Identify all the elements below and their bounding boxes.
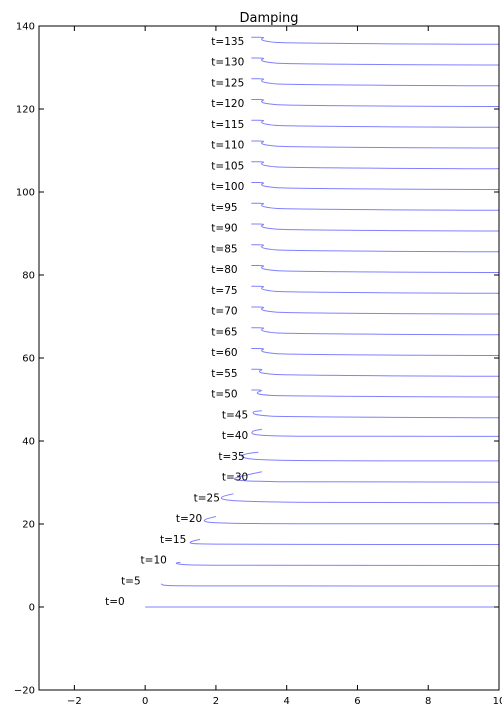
- series-label-t-110: t=110: [211, 140, 244, 152]
- series-line-t-135: [251, 36, 500, 45]
- x-tick-label: 6: [354, 696, 360, 704]
- series-label-t-10: t=10: [141, 555, 167, 567]
- series-label-t-30: t=30: [222, 472, 248, 484]
- series-label-t-100: t=100: [211, 181, 244, 193]
- series-line-t-80: [251, 265, 500, 273]
- y-tick-label: 0: [29, 603, 35, 614]
- series-label-t-15: t=15: [160, 534, 186, 546]
- series-label-t-0: t=0: [105, 596, 125, 608]
- series-line-t-35: [241, 451, 500, 462]
- series-line-t-45: [252, 410, 500, 419]
- series-line-t-55: [251, 368, 500, 377]
- series-label-t-80: t=80: [211, 264, 237, 276]
- series-label-t-40: t=40: [222, 430, 248, 442]
- series-line-t-95: [251, 202, 500, 211]
- y-tick-label: 20: [22, 520, 35, 531]
- series-line-t-20: [203, 516, 500, 525]
- series-line-t-100: [251, 182, 500, 190]
- series-line-t-50: [251, 389, 500, 398]
- series-label-t-50: t=50: [211, 389, 237, 401]
- series-label-t-75: t=75: [211, 285, 237, 297]
- y-tick-label: 80: [22, 271, 35, 282]
- series-line-t-90: [251, 223, 500, 232]
- series-label-t-60: t=60: [211, 347, 237, 359]
- series-line-t-40: [251, 428, 500, 437]
- series-line-t-15: [189, 538, 500, 545]
- series-line-t-60: [251, 348, 500, 356]
- series-line-t-10: [175, 561, 500, 566]
- series-line-t-25: [220, 493, 500, 504]
- series-label-t-65: t=65: [211, 326, 237, 338]
- series-label-t-105: t=105: [211, 160, 244, 172]
- series-label-t-115: t=115: [211, 119, 244, 131]
- x-tick-label: −2: [67, 696, 82, 704]
- series-line-t-30: [233, 471, 500, 483]
- series-label-t-90: t=90: [211, 223, 237, 235]
- series-label-t-55: t=55: [211, 368, 237, 380]
- series-label-t-85: t=85: [211, 243, 237, 255]
- series-line-t-5: [160, 583, 500, 587]
- series-line-t-115: [251, 119, 500, 128]
- x-tick-label: 4: [284, 696, 290, 704]
- series-line-t-125: [251, 78, 500, 87]
- y-tick-label: 40: [22, 437, 35, 448]
- y-tick-label: −20: [14, 686, 35, 697]
- series-label-t-125: t=125: [211, 77, 244, 89]
- series-line-t-130: [251, 57, 500, 66]
- y-tick-label: 120: [16, 105, 35, 116]
- series-label-t-70: t=70: [211, 306, 237, 318]
- series-label-t-120: t=120: [211, 98, 244, 110]
- series-label-t-5: t=5: [121, 575, 141, 587]
- x-tick-label: 2: [213, 696, 219, 704]
- y-tick-label: 140: [16, 22, 35, 33]
- y-tick-label: 60: [22, 354, 35, 365]
- series-layer: t=0 t=5t=10 t=15 t=20 t=25t=30 t=35 t=40 t=45 t=…: [105, 36, 500, 608]
- x-tick-label: 0: [142, 696, 148, 704]
- series-label-t-135: t=135: [211, 36, 244, 48]
- series-line-t-75: [251, 285, 500, 294]
- y-tick-label: 100: [16, 188, 35, 199]
- series-line-t-70: [251, 306, 500, 315]
- series-line-t-120: [251, 99, 500, 107]
- chart-title: Damping: [240, 11, 299, 26]
- series-label-t-35: t=35: [218, 451, 244, 463]
- series-label-t-130: t=130: [211, 57, 244, 69]
- series-line-t-110: [251, 140, 500, 149]
- series-line-t-105: [251, 161, 500, 170]
- series-label-t-20: t=20: [176, 513, 202, 525]
- x-tick-label: 10: [493, 696, 502, 704]
- series-label-t-95: t=95: [211, 202, 237, 214]
- x-tick-label: 8: [425, 696, 431, 704]
- plot-frame: [38, 25, 500, 691]
- series-label-t-25: t=25: [194, 492, 220, 504]
- series-line-t-65: [251, 327, 500, 336]
- series-line-t-85: [251, 244, 500, 253]
- series-label-t-45: t=45: [222, 409, 248, 421]
